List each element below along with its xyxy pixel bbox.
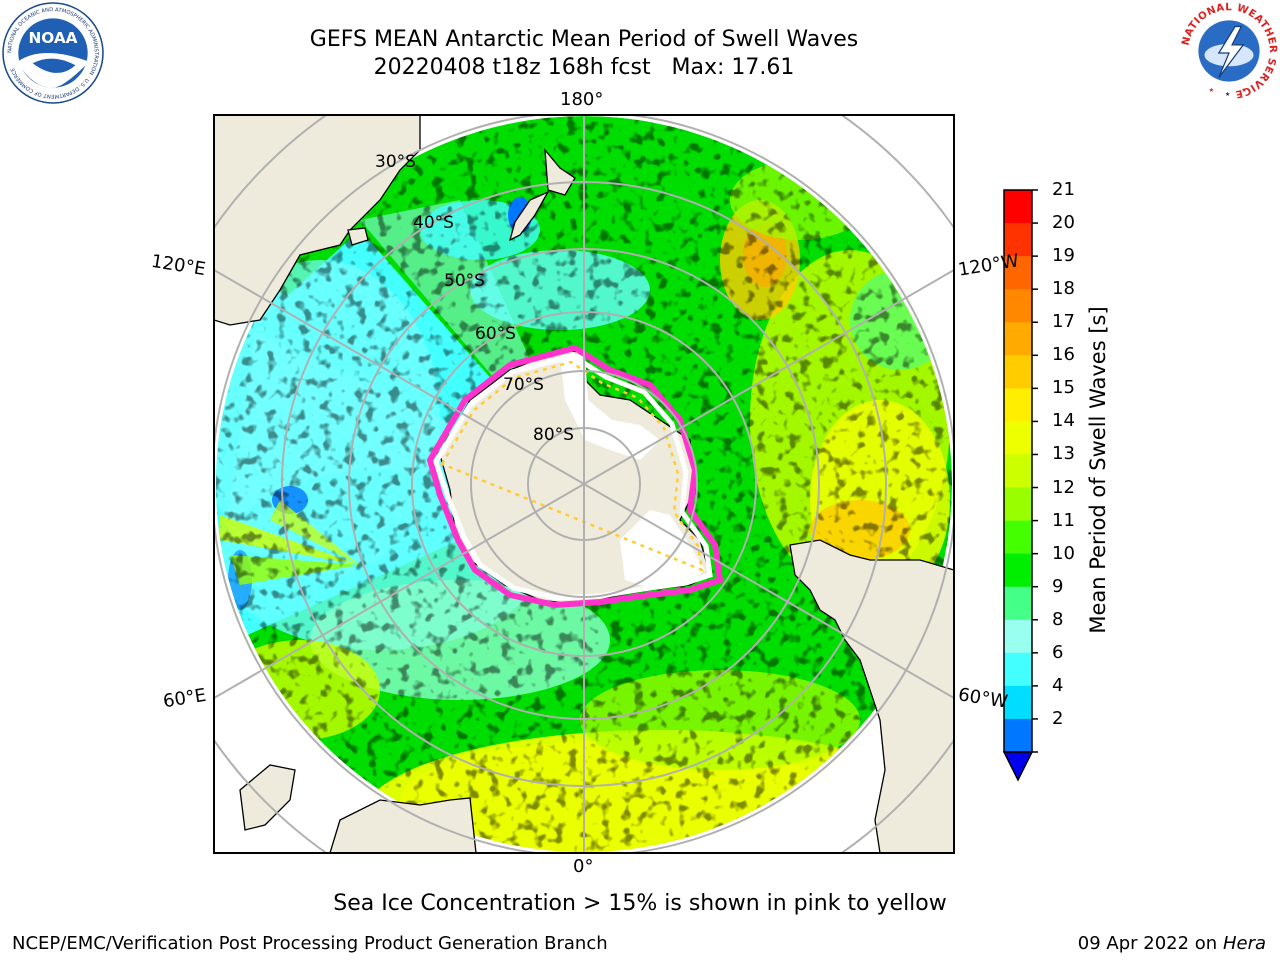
colorbar-tick-label: 8 xyxy=(1052,608,1064,630)
title-line-2: 20220408 t18z 168h fcst Max: 17.61 xyxy=(373,55,795,80)
colorbar-extend-arrow xyxy=(1002,751,1034,782)
colorbar-bin-15 xyxy=(1004,388,1032,422)
noaa-text: NOAA xyxy=(28,29,77,47)
colorbar-bin-20 xyxy=(1004,223,1032,257)
svg-text:★: ★ xyxy=(1241,87,1247,94)
land-new-zealand-south xyxy=(508,190,550,242)
noaa-logo: NATIONAL OCEANIC AND ATMOSPHERIC ADMINIS… xyxy=(2,2,104,104)
land-africa xyxy=(329,797,477,853)
colorbar-bin-2 xyxy=(1004,718,1032,753)
colorbar-bin-8 xyxy=(1004,619,1032,654)
colorbar-bin-17 xyxy=(1004,322,1032,356)
colorbar-tick-label: 9 xyxy=(1052,575,1064,597)
colorbar-bin-18 xyxy=(1004,289,1032,323)
colorbar-tick-label: 4 xyxy=(1052,674,1064,696)
weddell-ice-shelf xyxy=(620,510,705,588)
meridian-120e xyxy=(214,269,585,485)
colorbar-bin-13 xyxy=(1004,454,1032,489)
lat-label-50s: 50°S xyxy=(444,271,485,291)
colorbar-bin-4 xyxy=(1004,685,1032,720)
colorbar-bin-10 xyxy=(1004,553,1032,588)
meridian-60w xyxy=(583,483,954,699)
colorbar-title: Mean Period of Swell Waves [s] xyxy=(1086,306,1110,634)
footer-date-text: 09 Apr 2022 on xyxy=(1077,933,1223,954)
colorbar-bin-19 xyxy=(1004,256,1032,290)
nws-logo: NATIONAL WEATHER SERVICE ★ ★ ★ xyxy=(1179,1,1279,101)
colorbar-tick-label: 17 xyxy=(1052,311,1075,333)
lat-label-80s: 80°S xyxy=(533,425,574,445)
svg-text:★: ★ xyxy=(1209,87,1215,94)
colorbar-frame xyxy=(1003,189,1033,753)
sea-ice-edge xyxy=(426,344,724,609)
colorbar-tick-label: 19 xyxy=(1052,245,1075,267)
colorbar-tick-label: 6 xyxy=(1052,641,1064,663)
footer-date: 09 Apr 2022 on Hera xyxy=(1078,933,1266,954)
colorbar-tick-label: 14 xyxy=(1052,410,1075,432)
colorbar-bin-9 xyxy=(1004,586,1032,621)
lon-label-0: 0° xyxy=(573,856,594,877)
colorbar xyxy=(1002,189,1038,782)
map-frame xyxy=(213,114,955,854)
footer-machine: Hera xyxy=(1222,933,1266,954)
lat-label-40s: 40°S xyxy=(413,213,454,233)
land-madagascar xyxy=(239,764,296,831)
colorbar-tick-label: 21 xyxy=(1052,179,1075,200)
land-tasmania xyxy=(347,227,369,246)
lat-label-30s: 30°S xyxy=(375,152,416,172)
colorbar-bin-6 xyxy=(1004,652,1032,687)
graticule xyxy=(214,115,954,853)
figure-title: GEFS MEAN Antarctic Mean Period of Swell… xyxy=(234,26,934,82)
meridian-120w xyxy=(583,269,954,485)
lat-label-60s: 60°S xyxy=(475,324,516,344)
colorbar-tick-label: 12 xyxy=(1052,476,1075,498)
svg-text:★: ★ xyxy=(1225,91,1231,98)
footer-producer: NCEP/EMC/Verification Post Processing Pr… xyxy=(12,933,608,954)
sea-ice-note: Sea Ice Concentration > 15% is shown in … xyxy=(333,891,947,916)
lat-label-70s: 70°S xyxy=(503,375,544,395)
colorbar-tick-label: 18 xyxy=(1052,278,1075,300)
colorbar-tick-label: 11 xyxy=(1052,509,1075,531)
colorbar-bin-16 xyxy=(1004,355,1032,389)
colorbar-tick-label: 15 xyxy=(1052,377,1075,399)
colorbar-tick-label: 20 xyxy=(1052,212,1075,234)
title-line-1: GEFS MEAN Antarctic Mean Period of Swell… xyxy=(309,27,859,52)
lon-label-180: 180° xyxy=(560,89,604,110)
meridian-60e xyxy=(214,483,585,699)
colorbar-bin-14 xyxy=(1004,421,1032,455)
colorbar-tick-label: 16 xyxy=(1052,344,1075,366)
colorbar-bin-12 xyxy=(1004,487,1032,522)
colorbar-tick-label: 10 xyxy=(1052,542,1075,564)
colorbar-tick-label: 13 xyxy=(1052,443,1075,465)
colorbar-bin-11 xyxy=(1004,520,1032,555)
land-south-america xyxy=(789,539,954,853)
colorbar-bin-21 xyxy=(1004,190,1032,224)
colorbar-tick-label: 2 xyxy=(1052,707,1064,729)
